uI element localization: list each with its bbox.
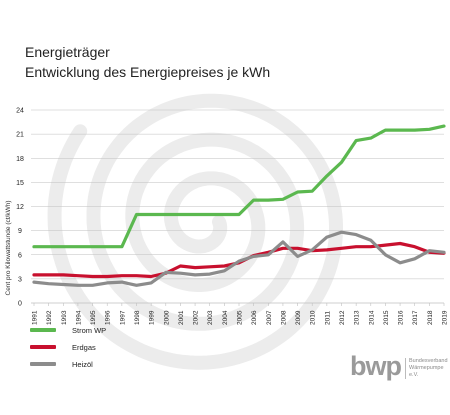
y-tick-label: 3	[18, 276, 22, 283]
x-tick-label: 2008	[280, 310, 287, 325]
x-tick-label: 1997	[119, 310, 126, 325]
x-tick-label: 2001	[178, 310, 185, 325]
x-tick-label: 2016	[398, 310, 405, 325]
x-tick-label: 1995	[90, 310, 97, 325]
y-tick-label: 0	[18, 301, 22, 308]
x-tick-label: 1999	[149, 310, 156, 325]
x-tick-label: 2013	[354, 310, 361, 325]
y-tick-label: 18	[16, 156, 24, 163]
x-tick-label: 2019	[442, 310, 449, 325]
x-tick-label: 2004	[222, 310, 229, 325]
x-tick-label: 2018	[427, 310, 434, 325]
y-tick-label: 9	[18, 228, 22, 235]
y-tick-label: 24	[16, 108, 24, 115]
legend-label-erdgas: Erdgas	[72, 343, 96, 352]
x-tick-label: 1992	[46, 310, 53, 325]
y-axis-label: Cent pro Kilowattstunde (ct/kWh)	[5, 200, 12, 295]
x-tick-label: 1993	[61, 310, 68, 325]
legend-swatch-erdgas	[30, 345, 56, 349]
x-tick-label: 2014	[368, 310, 375, 325]
legend-item-strom: Strom WP	[30, 318, 106, 335]
x-tick-label: 2012	[339, 310, 346, 325]
x-axis-ticks: 1991 1992 1993 1994 1995 1996 1997 1998 1999 2000…	[32, 303, 449, 325]
x-tick-label: 1996	[105, 310, 112, 325]
chart-legend: Strom WP Erdgas Heizöl	[30, 318, 106, 369]
spiral-watermark	[47, 93, 343, 370]
x-tick-label: 2017	[412, 310, 419, 325]
legend-item-heizoel: Heizöl	[30, 352, 106, 369]
x-tick-label: 2000	[163, 310, 170, 325]
legend-swatch-strom	[30, 328, 56, 332]
x-tick-label: 2003	[207, 310, 214, 325]
y-tick-label: 15	[16, 180, 24, 187]
bwp-logo-mark: bwp	[350, 351, 402, 381]
bwp-logo: bwp Bundesverband Wärmepumpe e.V.	[350, 351, 450, 381]
y-axis-ticks: 0 3 6 9 12 15 18 21 24	[16, 108, 24, 308]
y-tick-label: 12	[16, 204, 24, 211]
y-tick-label: 21	[16, 132, 24, 139]
chart-series	[32, 124, 446, 287]
bwp-logo-line2: Wärmepumpe e.V.	[409, 365, 444, 378]
x-tick-label: 2007	[266, 310, 273, 325]
x-tick-label: 2010	[310, 310, 317, 325]
x-tick-label: 2009	[295, 310, 302, 325]
chart-grid	[31, 109, 444, 304]
bwp-logo-line1: Bundesverband	[409, 358, 448, 364]
chart-subtitle: Entwicklung des Energiepreises je kWh	[25, 64, 271, 80]
x-tick-label: 2005	[237, 310, 244, 325]
legend-label-heizoel: Heizöl	[72, 360, 93, 369]
chart-title: Energieträger	[25, 44, 110, 60]
x-tick-label: 2006	[251, 310, 258, 325]
x-tick-label: 1991	[32, 310, 39, 325]
bwp-logo-text: Bundesverband Wärmepumpe e.V.	[405, 358, 450, 379]
x-tick-label: 2011	[324, 311, 331, 325]
x-tick-label: 2002	[193, 310, 200, 325]
legend-swatch-heizoel	[30, 362, 56, 366]
x-tick-label: 1994	[75, 310, 82, 325]
legend-label-strom: Strom WP	[72, 326, 107, 335]
x-tick-label: 1998	[134, 310, 141, 325]
watermark-spiral	[47, 93, 343, 370]
x-tick-label: 2015	[383, 310, 390, 325]
legend-item-erdgas: Erdgas	[30, 335, 106, 352]
y-tick-label: 6	[18, 252, 22, 259]
